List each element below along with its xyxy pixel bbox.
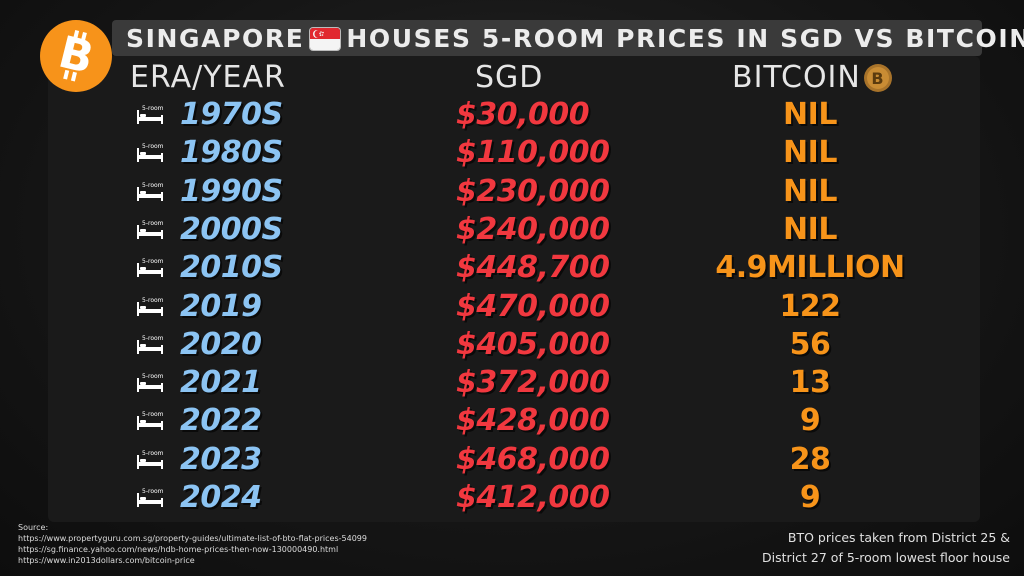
bed-icon: 5-room (136, 487, 168, 509)
bed-icon-label: 5-room (142, 488, 164, 495)
bed-icon: 5-room (136, 410, 168, 432)
bitcoin-price-cell: NIL (783, 211, 837, 247)
title-text-before-flag: SINGAPORE (126, 24, 305, 53)
bitcoin-price-cell: 13 (789, 365, 831, 401)
table-row: 5-room 2010S $448,700 4.9MILLION (0, 249, 1024, 287)
era-cell: 2020 (180, 326, 262, 362)
singapore-flag-icon (310, 28, 341, 50)
bitcoin-price-cell: 9 (799, 403, 821, 439)
era-cell: 2010S (180, 250, 283, 286)
bed-icon: 5-room (136, 334, 168, 356)
header-era: ERA/YEAR (130, 60, 286, 95)
table-row: 5-room 1970S $30,000 NIL (0, 96, 1024, 134)
bitcoin-price-cell: NIL (783, 135, 837, 171)
table-row: 5-room 2021 $372,000 13 (0, 364, 1024, 402)
era-cell: 1970S (180, 97, 283, 132)
sgd-price-cell: $428,000 (456, 403, 610, 439)
footnote-line: District 27 of 5-room lowest floor house (762, 550, 1010, 565)
title-text-after-flag: HOUSES 5-ROOM PRICES IN SGD VS BITCOIN (346, 24, 1024, 53)
bed-icon-label: 5-room (142, 335, 164, 342)
sgd-price-cell: $240,000 (456, 211, 610, 247)
bed-icon: 5-room (136, 372, 168, 394)
header-bitcoin: BITCOIN B (732, 60, 893, 95)
bed-icon: 5-room (136, 104, 168, 126)
era-cell: 2021 (180, 365, 262, 401)
bed-icon-label: 5-room (142, 143, 164, 150)
sgd-price-cell: $448,700 (456, 250, 610, 286)
table-row: 5-room 2000S $240,000 NIL (0, 211, 1024, 249)
bitcoin-logo-icon: B (38, 18, 114, 94)
bed-icon-label: 5-room (142, 258, 164, 265)
era-cell: 2019 (180, 288, 262, 324)
bed-icon-label: 5-room (142, 182, 164, 189)
sgd-price-cell: $412,000 (456, 480, 610, 515)
bed-icon: 5-room (136, 181, 168, 203)
table-row: 5-room 2023 $468,000 28 (0, 441, 1024, 479)
bitcoin-price-cell: 122 (779, 288, 841, 324)
bed-icon: 5-room (136, 142, 168, 164)
bed-icon-label: 5-room (142, 450, 164, 457)
content-panel (48, 56, 980, 522)
bitcoin-price-cell: NIL (783, 97, 837, 132)
table-row: 5-room 2020 $405,000 56 (0, 326, 1024, 364)
source-link[interactable]: https://www.propertyguru.com.sg/property… (18, 534, 367, 543)
sgd-price-cell: $230,000 (456, 173, 610, 209)
header-bitcoin-label: BITCOIN (732, 60, 861, 95)
table-row: 5-room 1980S $110,000 NIL (0, 134, 1024, 172)
era-cell: 2023 (180, 441, 262, 477)
era-cell: 1990S (180, 173, 283, 209)
table-row: 5-room 2019 $470,000 122 (0, 288, 1024, 326)
source-block: Source: https://www.propertyguru.com.sg/… (18, 522, 367, 566)
bed-icon-label: 5-room (142, 220, 164, 227)
sgd-price-cell: $468,000 (456, 441, 610, 477)
bitcoin-price-cell: NIL (783, 173, 837, 209)
bitcoin-price-cell: 4.9MILLION (715, 250, 905, 286)
bed-icon: 5-room (136, 257, 168, 279)
bed-icon-label: 5-room (142, 297, 164, 304)
bed-icon: 5-room (136, 296, 168, 318)
sgd-price-cell: $405,000 (456, 326, 610, 362)
source-label: Source: (18, 523, 49, 532)
title-bar (112, 20, 982, 56)
svg-text:B: B (871, 69, 884, 88)
bitcoin-price-cell: 28 (789, 441, 831, 477)
page-title: SINGAPORE HOUSES 5-ROOM PRICES IN SGD VS… (126, 24, 1024, 54)
table-row: 5-room 1990S $230,000 NIL (0, 173, 1024, 211)
era-cell: 2000S (180, 211, 283, 247)
footnote-line: BTO prices taken from District 25 & (787, 530, 1010, 545)
source-link[interactable]: https://www.in2013dollars.com/bitcoin-pr… (18, 556, 195, 565)
era-cell: 1980S (180, 135, 283, 171)
table-row: 5-room 2022 $428,000 9 (0, 402, 1024, 440)
sgd-price-cell: $372,000 (456, 365, 610, 401)
bed-icon: 5-room (136, 449, 168, 471)
source-link[interactable]: https://sg.finance.yahoo.com/news/hdb-ho… (18, 545, 339, 554)
sgd-price-cell: $30,000 (456, 97, 590, 132)
bed-icon-label: 5-room (142, 105, 164, 112)
bitcoin-coin-icon: B (863, 63, 893, 93)
table-row: 5-room 2024 $412,000 9 (0, 479, 1024, 517)
bed-icon-label: 5-room (142, 411, 164, 418)
bitcoin-price-cell: 56 (789, 326, 831, 362)
sgd-price-cell: $110,000 (456, 135, 610, 171)
era-cell: 2024 (180, 480, 262, 515)
bed-icon: 5-room (136, 219, 168, 241)
header-sgd: SGD (475, 60, 544, 95)
bed-icon-label: 5-room (142, 373, 164, 380)
era-cell: 2022 (180, 403, 262, 439)
footnote: BTO prices taken from District 25 & Dist… (762, 528, 1010, 568)
sgd-price-cell: $470,000 (456, 288, 610, 324)
bitcoin-price-cell: 9 (799, 480, 821, 515)
